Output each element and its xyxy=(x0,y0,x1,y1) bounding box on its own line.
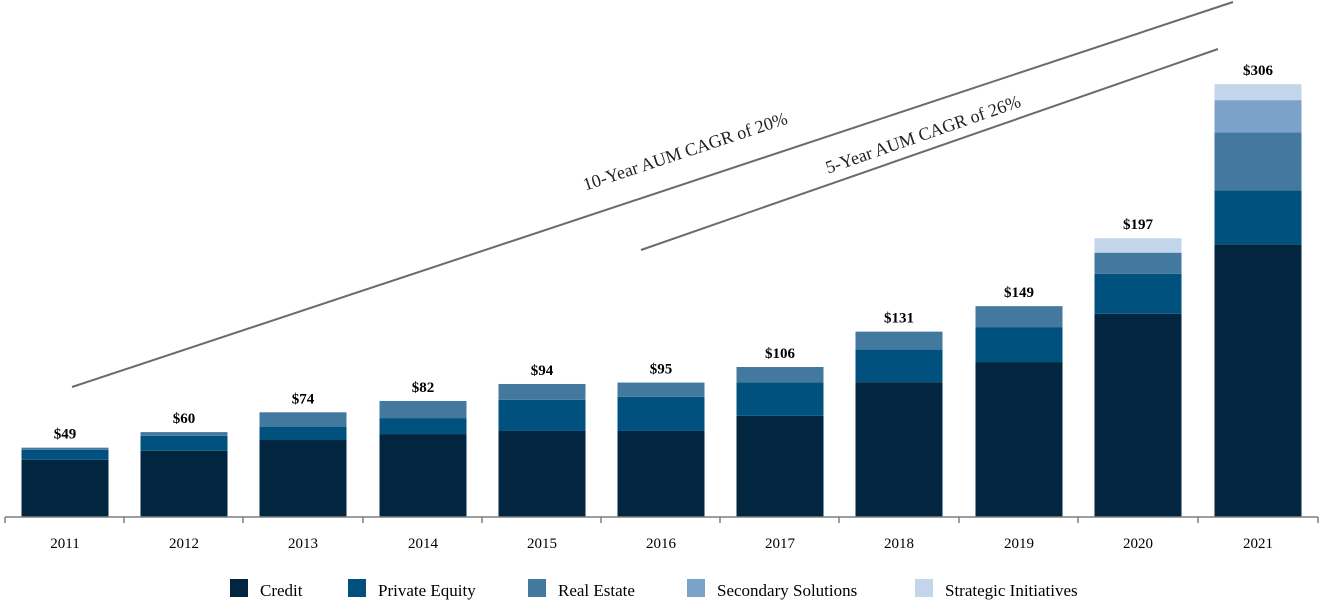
bar-2020-private-equity xyxy=(1094,273,1182,314)
x-tick-label-2021: 2021 xyxy=(1243,536,1273,552)
legend-label-private-equity: Private Equity xyxy=(378,581,476,600)
bar-2011-private-equity xyxy=(21,449,109,460)
bar-2012-real-estate xyxy=(140,432,228,436)
legend-label-secondary-solutions: Secondary Solutions xyxy=(717,581,857,600)
bar-2021-credit xyxy=(1214,244,1302,518)
legend-label-strategic-initiatives: Strategic Initiatives xyxy=(945,581,1078,600)
cagr-line-10-year xyxy=(71,1,1234,388)
bar-2014-real-estate xyxy=(379,400,467,419)
total-label-2012: $60 xyxy=(173,411,196,427)
bar-2020-credit xyxy=(1094,313,1182,517)
x-tick-label-2016: 2016 xyxy=(646,536,677,552)
legend-swatch-credit xyxy=(230,579,248,597)
total-label-2019: $149 xyxy=(1004,285,1034,301)
bar-2013-private-equity xyxy=(259,427,347,441)
x-tick-label-2020: 2020 xyxy=(1123,536,1153,552)
bar-2013-credit xyxy=(259,440,347,517)
x-tick-label-2019: 2019 xyxy=(1004,536,1034,552)
total-label-2020: $197 xyxy=(1123,217,1154,233)
legend-swatch-real-estate xyxy=(528,579,546,597)
bar-2012-credit xyxy=(140,450,228,517)
bar-2016-real-estate xyxy=(617,382,705,397)
total-label-2011: $49 xyxy=(54,427,77,443)
x-tick-label-2013: 2013 xyxy=(288,536,318,552)
bar-2016-credit xyxy=(617,430,705,517)
bar-2021-real-estate xyxy=(1214,132,1302,191)
bar-2018-real-estate xyxy=(855,331,943,350)
x-tick-label-2018: 2018 xyxy=(884,536,914,552)
bar-2019-credit xyxy=(975,362,1063,517)
bar-2015-real-estate xyxy=(498,383,586,400)
bar-2019-real-estate xyxy=(975,306,1063,328)
legend: Credit Private Equity Real Estate Secondary… xyxy=(230,579,1078,600)
bar-2020-strategic-initiatives xyxy=(1094,238,1182,253)
bar-2021-strategic-initiatives xyxy=(1214,84,1302,101)
x-tick-label-2015: 2015 xyxy=(527,536,557,552)
total-label-2013: $74 xyxy=(292,391,315,407)
legend-swatch-private-equity xyxy=(348,579,366,597)
x-tick-label-2017: 2017 xyxy=(765,536,796,552)
bar-2017-private-equity xyxy=(736,382,824,416)
legend-swatch-secondary-solutions xyxy=(687,579,705,597)
cagr-line-5-year xyxy=(640,48,1219,251)
x-tick-label-2014: 2014 xyxy=(408,536,439,552)
bar-2011-credit xyxy=(21,459,109,517)
total-label-2018: $131 xyxy=(884,311,914,327)
bar-2016-private-equity xyxy=(617,396,705,431)
x-axis: 2011 2012 2013 2014 2015 2016 2017 2018 2019 2020… xyxy=(4,516,1319,552)
total-label-2015: $94 xyxy=(531,363,554,379)
bar-2017-credit xyxy=(736,415,824,517)
bar-2018-credit xyxy=(855,382,943,517)
bar-2021-secondary-solutions xyxy=(1214,100,1302,133)
total-label-2014: $82 xyxy=(412,380,435,396)
bar-2012-private-equity xyxy=(140,435,228,451)
x-tick-label-2011: 2011 xyxy=(50,536,79,552)
bar-2019-private-equity xyxy=(975,327,1063,363)
bar-2020-real-estate xyxy=(1094,252,1182,274)
bar-2014-private-equity xyxy=(379,418,467,435)
legend-label-real-estate: Real Estate xyxy=(558,581,635,600)
total-label-2017: $106 xyxy=(765,346,796,362)
cagr-label-10-year: 10-Year AUM CAGR of 20% xyxy=(580,108,790,194)
bar-2013-real-estate xyxy=(259,412,347,428)
bar-2017-real-estate xyxy=(736,367,824,383)
bars-layer: $49 $60 $74 $82 $94 $95 $106 $131 $149 $197 $306 xyxy=(21,63,1302,518)
legend-swatch-strategic-initiatives xyxy=(915,579,933,597)
bar-2014-credit xyxy=(379,434,467,517)
bar-2015-credit xyxy=(498,430,586,517)
bar-2018-private-equity xyxy=(855,349,943,383)
bar-2021-private-equity xyxy=(1214,190,1302,245)
legend-label-credit: Credit xyxy=(260,581,303,600)
total-label-2021: $306 xyxy=(1243,63,1274,79)
x-tick-label-2012: 2012 xyxy=(169,536,199,552)
bar-2015-private-equity xyxy=(498,399,586,431)
total-label-2016: $95 xyxy=(650,362,673,378)
bar-2011-real-estate xyxy=(21,447,109,450)
